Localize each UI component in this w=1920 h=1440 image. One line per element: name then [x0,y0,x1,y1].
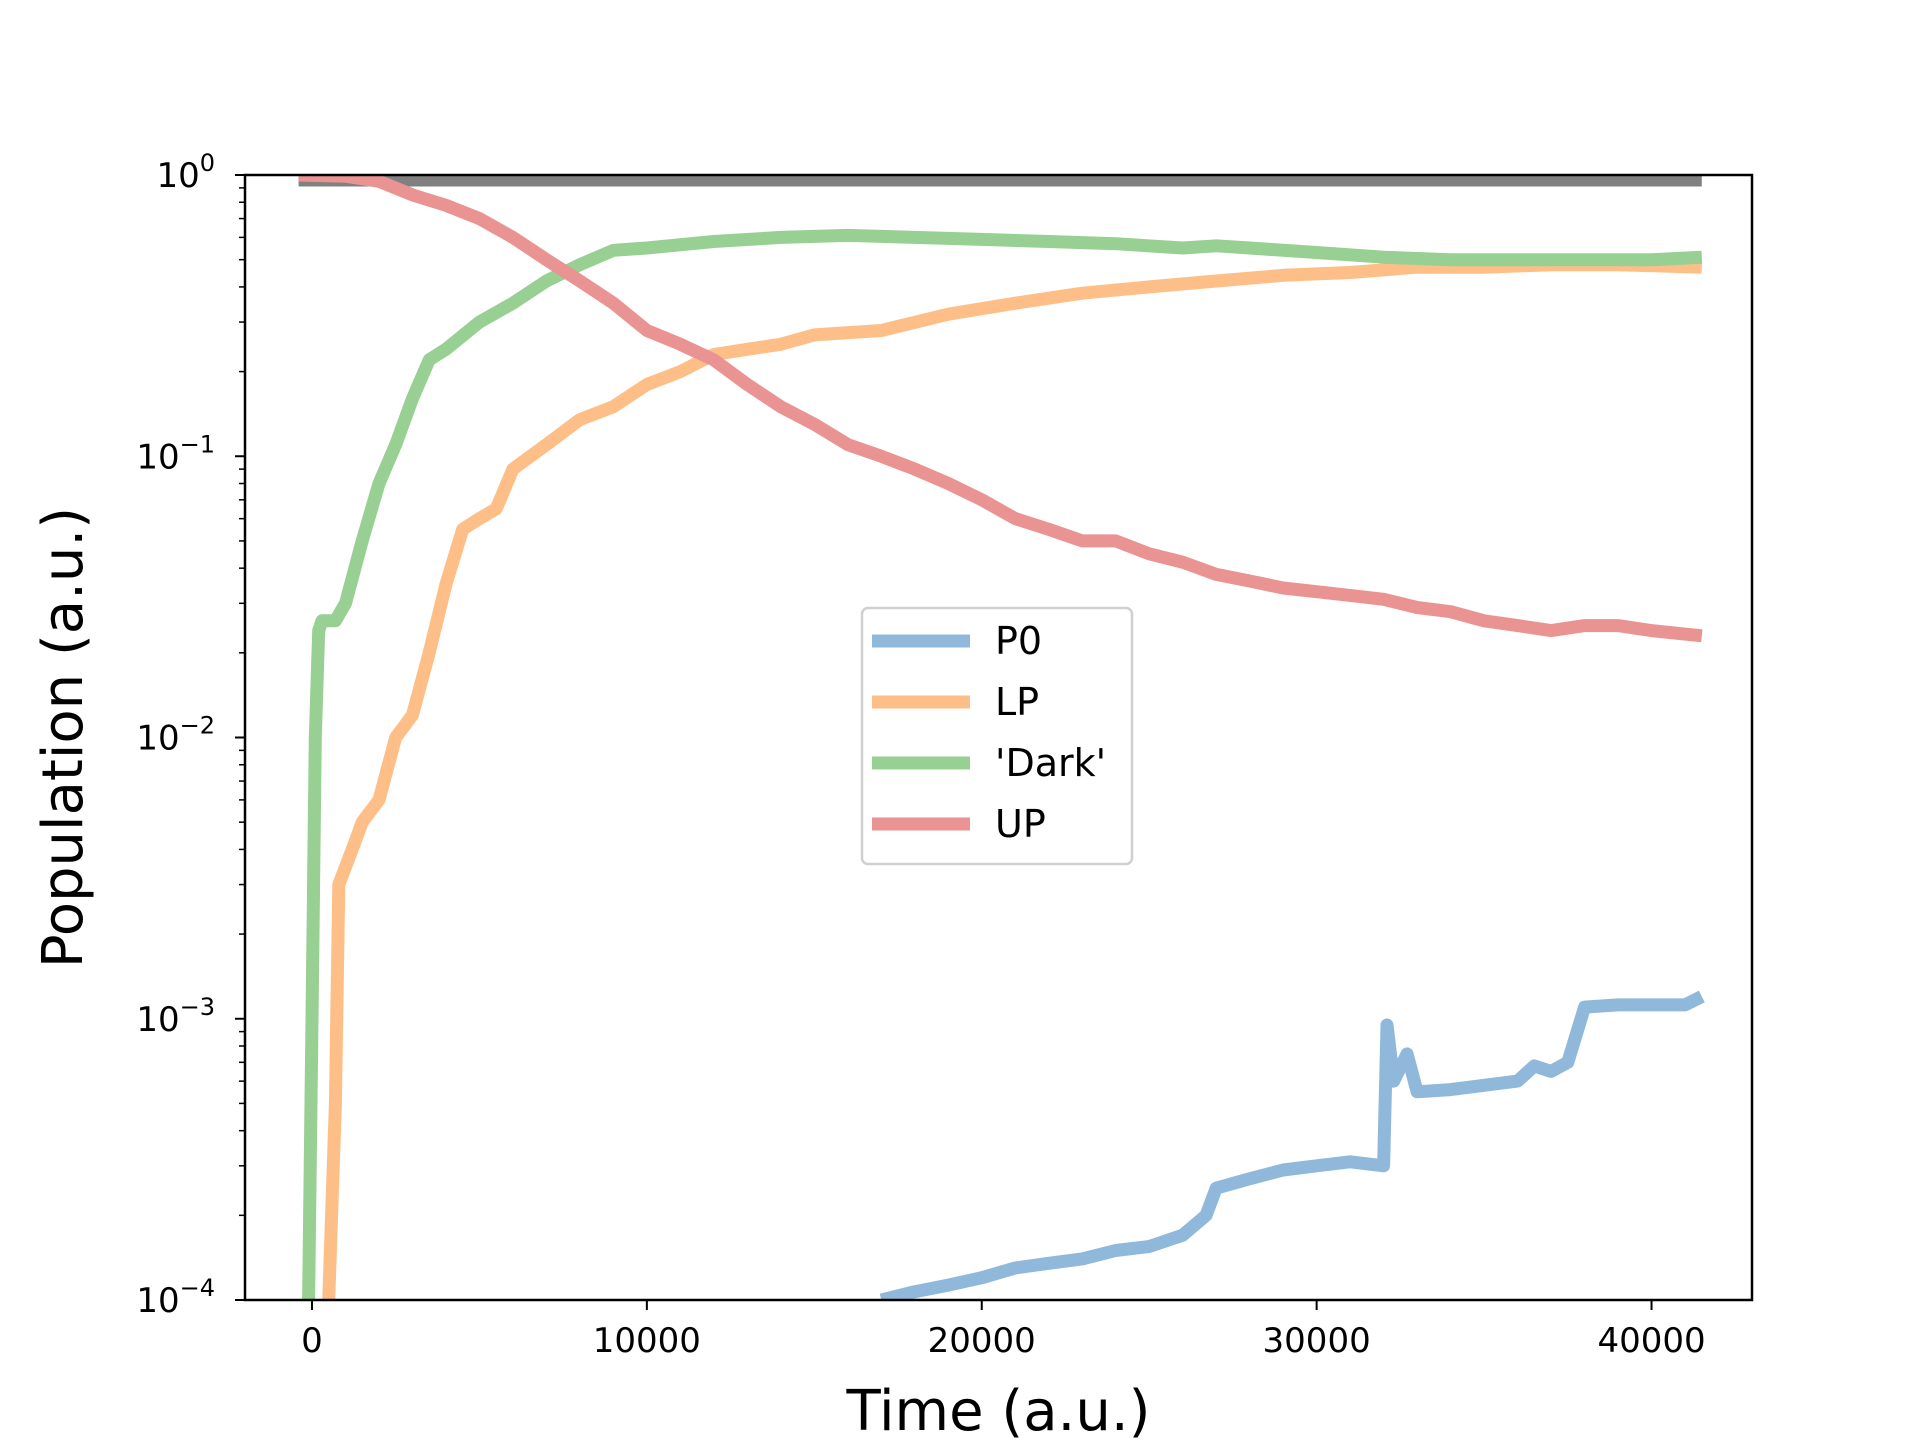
legend-entry-dark: 'Dark' [872,741,1106,785]
x-tick-label: 30000 [1263,1321,1371,1361]
x-tick-label: 0 [301,1321,323,1361]
y-axis: 100 10−1 10−2 10−3 10−4 [136,149,245,1321]
legend-entries: P0 LP 'Dark' UP [872,619,1106,846]
legend-entry-up: UP [872,802,1046,846]
x-axis-title: Time (a.u.) [846,1379,1151,1440]
legend-box [860,606,1134,866]
y-tick-label: 100 [156,149,215,196]
plot-lines [298,175,1705,1300]
legend: P0 LP 'Dark' UP [860,606,1134,866]
legend-label: 'Dark' [995,741,1106,785]
x-tick-label: 20000 [928,1321,1036,1361]
legend-label: P0 [995,619,1042,663]
y-axis-title: Population (a.u.) [31,507,96,968]
series-line-p0 [879,990,1705,1300]
legend-entry-p0: P0 [872,619,1042,663]
series-line-up [298,175,1703,643]
x-tick-label: 10000 [593,1321,701,1361]
series-line-dark [302,228,1703,1300]
series-line-lp [322,258,1702,1300]
x-axis: 0 10000 20000 30000 40000 [301,1300,1706,1361]
y-tick-label: 10−2 [136,712,215,759]
y-tick-label: 10−3 [136,993,215,1040]
legend-entry-lp: LP [872,680,1039,724]
legend-label: LP [995,680,1039,724]
legend-label: UP [995,802,1046,846]
y-tick-label: 10−4 [136,1274,215,1321]
y-tick-label: 10−1 [136,430,215,477]
x-tick-label: 40000 [1597,1321,1705,1361]
